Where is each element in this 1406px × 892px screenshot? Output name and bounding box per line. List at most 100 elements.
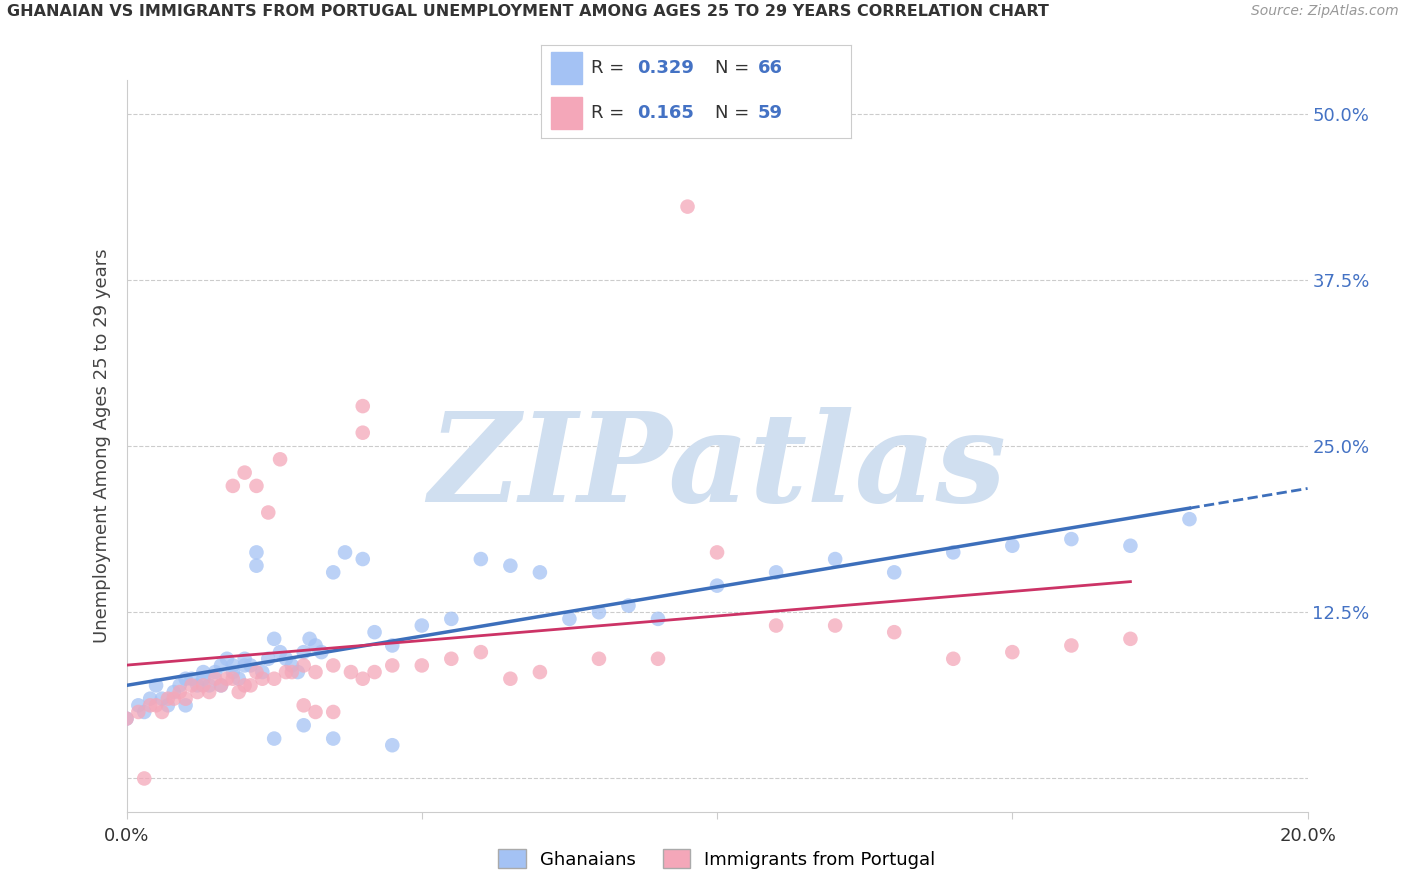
Legend: Ghanaians, Immigrants from Portugal: Ghanaians, Immigrants from Portugal [491,842,943,876]
Point [145,678,167,692]
Text: N =: N = [714,104,755,122]
Point [269,452,291,467]
Point [150,691,173,706]
Point [298,632,321,646]
Point [352,672,374,686]
Point [322,658,344,673]
Point [163,691,186,706]
Point [883,566,905,580]
Point [322,731,344,746]
Point [269,645,291,659]
Point [215,672,238,686]
Point [381,738,404,752]
Point [1001,645,1024,659]
Point [411,618,433,632]
Point [499,558,522,573]
Point [239,678,262,692]
Point [287,665,309,679]
Point [257,652,280,666]
Point [765,566,787,580]
Point [156,691,179,706]
Point [322,705,344,719]
Point [169,685,191,699]
Text: R =: R = [591,59,630,77]
Text: R =: R = [591,104,630,122]
Point [676,200,699,214]
Point [617,599,640,613]
Text: ZIPatlas: ZIPatlas [427,407,1007,529]
Point [239,658,262,673]
Point [1060,532,1083,546]
Point [440,652,463,666]
Point [352,425,374,440]
Point [180,672,202,686]
Point [304,705,326,719]
Point [222,479,245,493]
Point [304,639,326,653]
Point [139,691,162,706]
Y-axis label: Unemployment Among Ages 25 to 29 years: Unemployment Among Ages 25 to 29 years [93,249,111,643]
Point [381,658,404,673]
Point [1119,539,1142,553]
Point [193,672,215,686]
Point [233,466,256,480]
Text: GHANAIAN VS IMMIGRANTS FROM PORTUGAL UNEMPLOYMENT AMONG AGES 25 TO 29 YEARS CORR: GHANAIAN VS IMMIGRANTS FROM PORTUGAL UNE… [7,4,1049,20]
Point [209,658,232,673]
Point [281,658,304,673]
Point [245,545,267,559]
Point [228,672,250,686]
Point [127,705,149,719]
Point [311,645,333,659]
Point [352,552,374,566]
Point [304,665,326,679]
Point [588,605,610,619]
Point [174,691,197,706]
Point [274,652,297,666]
Point [127,698,149,713]
Point [765,618,787,632]
Point [292,698,315,713]
Text: N =: N = [714,59,755,77]
Point [292,718,315,732]
Point [245,479,267,493]
Point [824,618,846,632]
Point [222,672,245,686]
Point [292,658,315,673]
Point [363,625,385,640]
Point [470,552,492,566]
Text: Source: ZipAtlas.com: Source: ZipAtlas.com [1251,4,1399,19]
Point [222,658,245,673]
Text: 0.165: 0.165 [637,104,695,122]
Point [134,772,156,786]
Text: 0.329: 0.329 [637,59,695,77]
Point [257,506,280,520]
Point [263,672,285,686]
Point [333,545,356,559]
Point [134,705,156,719]
Point [363,665,385,679]
Point [281,665,304,679]
Point [942,652,965,666]
Text: 66: 66 [758,59,783,77]
Point [233,678,256,692]
Point [215,652,238,666]
Point [193,678,215,692]
Point [647,612,669,626]
Point [529,566,551,580]
Point [292,645,315,659]
Point [499,672,522,686]
Point [228,685,250,699]
Point [706,579,728,593]
Point [198,685,221,699]
Point [150,705,173,719]
Point [198,678,221,692]
Point [1119,632,1142,646]
Point [209,678,232,692]
Point [186,678,208,692]
Bar [551,97,582,129]
Point [222,665,245,679]
Point [824,552,846,566]
Point [156,698,179,713]
Text: 59: 59 [758,104,783,122]
Point [440,612,463,626]
